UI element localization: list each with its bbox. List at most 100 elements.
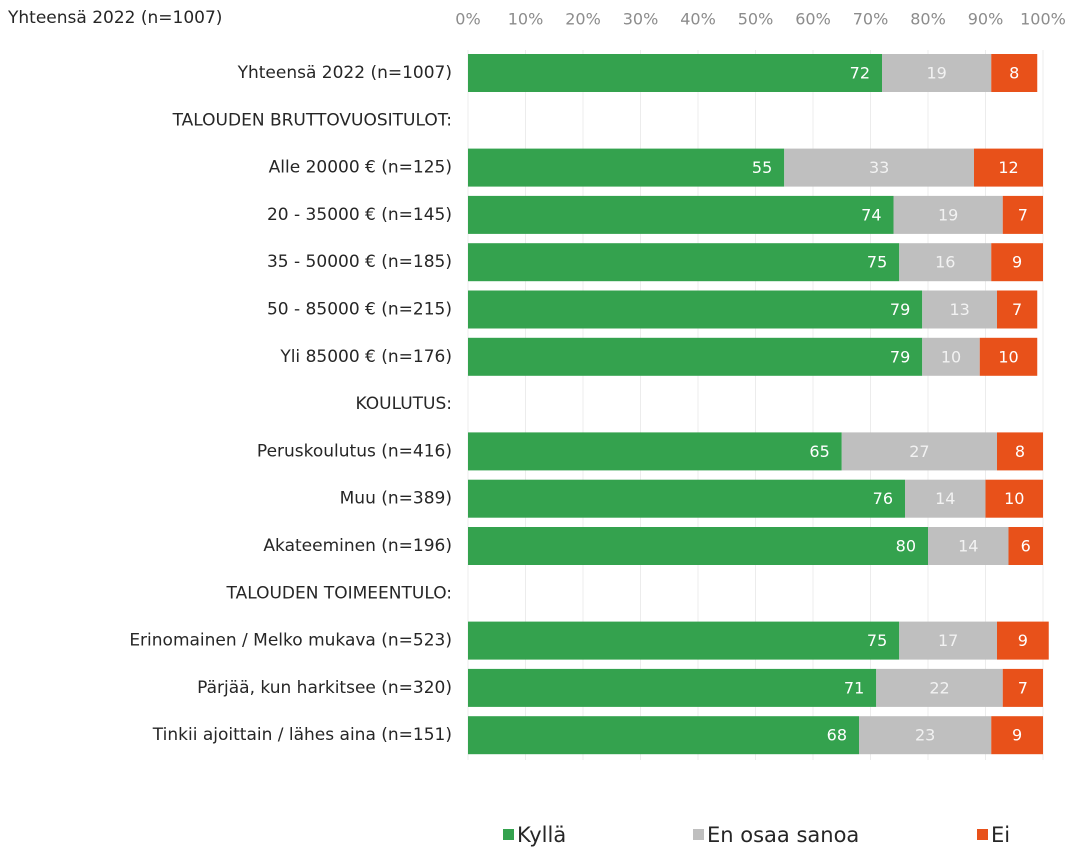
bar-segment xyxy=(468,290,923,329)
bar-segment xyxy=(468,479,905,518)
data-label: 80 xyxy=(896,537,916,556)
data-label: 14 xyxy=(935,489,955,508)
y-tick-label: Muu (n=389) xyxy=(340,489,452,509)
bar-segment xyxy=(1002,195,1043,234)
x-tick-label: 10% xyxy=(508,10,544,29)
bar-segment xyxy=(997,621,1049,660)
data-label: 6 xyxy=(1021,537,1031,556)
bar-segment xyxy=(991,716,1043,755)
bar-segment xyxy=(784,148,974,187)
bar-segment xyxy=(468,527,928,565)
legend-label: En osaa sanoa xyxy=(707,823,859,847)
x-tick-label: 30% xyxy=(623,10,659,29)
y-tick-label: TALOUDEN BRUTTOVUOSITULOT: xyxy=(172,110,452,130)
x-tick-label: 0% xyxy=(455,10,480,29)
data-label: 75 xyxy=(867,253,887,272)
x-tick-label: 40% xyxy=(680,10,716,29)
y-tick-label: 50 - 85000 € (n=215) xyxy=(267,300,452,320)
x-tick-label: 20% xyxy=(565,10,601,29)
bar-segment xyxy=(928,527,1009,565)
bar-segment xyxy=(997,290,1038,329)
bar-segment xyxy=(905,479,986,518)
bar-segment xyxy=(468,243,900,282)
bar-segment xyxy=(468,195,894,234)
legend-label: Kyllä xyxy=(517,823,566,847)
data-label: 79 xyxy=(890,300,910,319)
data-label: 10 xyxy=(998,347,1018,366)
y-tick-label: Tinkii ajoittain / lähes aina (n=151) xyxy=(152,725,452,745)
legend-swatch xyxy=(693,829,704,840)
data-label: 65 xyxy=(809,442,829,461)
data-label: 10 xyxy=(941,347,961,366)
data-label: 76 xyxy=(873,489,893,508)
bar-segment xyxy=(991,54,1038,92)
bar-segment xyxy=(979,337,1038,376)
x-tick-label: 70% xyxy=(853,10,889,29)
data-label: 33 xyxy=(869,158,889,177)
bar-segment xyxy=(899,621,997,660)
data-label: 75 xyxy=(867,631,887,650)
bar-segment xyxy=(893,195,1003,234)
y-tick-label: 35 - 50000 € (n=185) xyxy=(267,252,452,272)
bar-segment xyxy=(468,716,859,755)
bar-segment xyxy=(468,621,900,660)
bar-segment xyxy=(468,432,842,471)
data-label: 27 xyxy=(909,442,929,461)
data-label: 19 xyxy=(926,64,946,83)
y-tick-label: Alle 20000 € (n=125) xyxy=(269,158,452,178)
data-label: 13 xyxy=(949,300,969,319)
data-label: 7 xyxy=(1018,678,1028,697)
y-tick-label: Pärjää, kun harkitsee (n=320) xyxy=(197,678,452,698)
data-label: 7 xyxy=(1018,205,1028,224)
x-tick-label: 100% xyxy=(1020,10,1066,29)
bar-segment xyxy=(468,668,877,707)
data-label: 22 xyxy=(929,678,949,697)
data-label: 8 xyxy=(1009,64,1019,83)
bar-segment xyxy=(922,337,980,376)
legend-label: Ei xyxy=(991,823,1010,847)
y-tick-label: 20 - 35000 € (n=145) xyxy=(267,205,452,225)
bar-segment xyxy=(1008,527,1043,565)
data-label: 9 xyxy=(1012,253,1022,272)
legend-swatch xyxy=(503,829,514,840)
y-tick-label: Yhteensä 2022 (n=1007) xyxy=(237,63,452,83)
bar-segment xyxy=(985,479,1043,518)
legend-swatch xyxy=(977,829,988,840)
bar-segment xyxy=(859,716,992,755)
x-tick-label: 50% xyxy=(738,10,774,29)
bar-segment xyxy=(841,432,997,471)
data-label: 23 xyxy=(915,726,935,745)
y-tick-label: Yli 85000 € (n=176) xyxy=(279,347,452,367)
data-label: 72 xyxy=(850,64,870,83)
data-label: 79 xyxy=(890,347,910,366)
x-tick-label: 90% xyxy=(968,10,1004,29)
y-tick-label: TALOUDEN TOIMEENTULO: xyxy=(226,583,452,603)
data-label: 7 xyxy=(1012,300,1022,319)
bar-segment xyxy=(922,290,997,329)
bar-segment xyxy=(991,243,1043,282)
data-label: 71 xyxy=(844,678,864,697)
data-label: 19 xyxy=(938,205,958,224)
data-label: 17 xyxy=(938,631,958,650)
data-label: 8 xyxy=(1015,442,1025,461)
bar-segment xyxy=(899,243,992,282)
data-label: 14 xyxy=(958,537,978,556)
data-label: 55 xyxy=(752,158,772,177)
data-label: 68 xyxy=(827,726,847,745)
y-tick-label: Erinomainen / Melko mukava (n=523) xyxy=(129,631,452,651)
bar-segment xyxy=(997,432,1043,471)
data-label: 10 xyxy=(1004,489,1024,508)
y-tick-label: Peruskoulutus (n=416) xyxy=(257,441,452,461)
x-tick-label: 60% xyxy=(795,10,831,29)
data-label: 12 xyxy=(998,158,1018,177)
data-label: 9 xyxy=(1012,726,1022,745)
bar-segment xyxy=(1002,668,1043,707)
bar-segment xyxy=(468,54,882,92)
bar-segment xyxy=(468,337,923,376)
data-label: 16 xyxy=(935,253,955,272)
bar-segment xyxy=(974,148,1043,187)
bar-segment xyxy=(882,54,992,92)
data-label: 9 xyxy=(1018,631,1028,650)
bar-segment xyxy=(468,148,785,187)
